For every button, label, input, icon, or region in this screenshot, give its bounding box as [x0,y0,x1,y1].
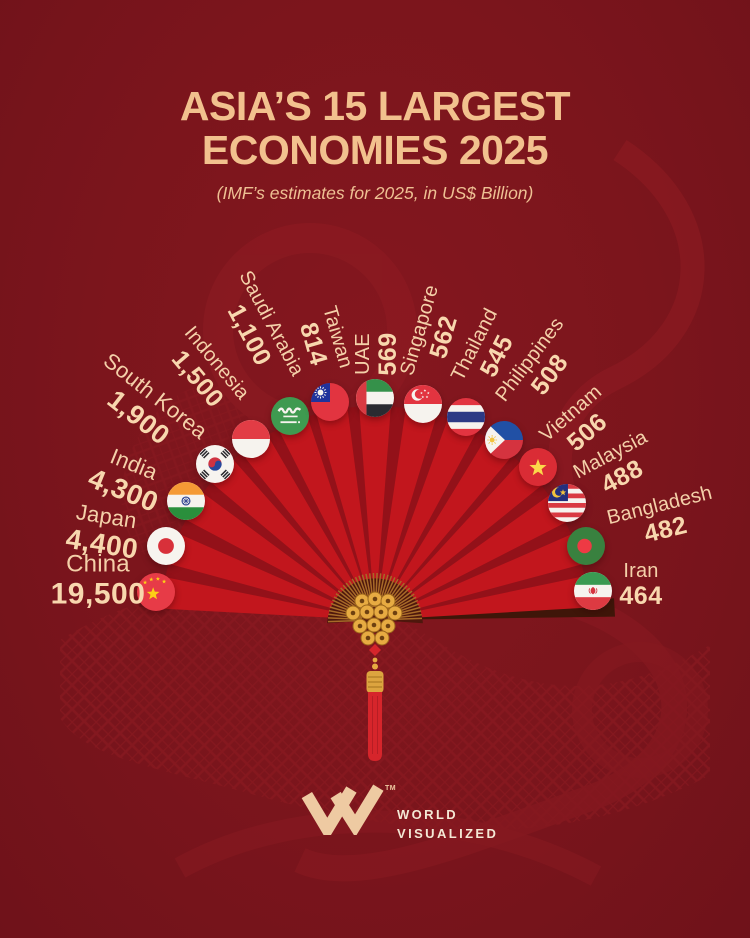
country-name: China [66,550,130,578]
world-visualized-logo-icon [301,784,384,835]
country-label-uae: UAE 569 [352,332,402,375]
footer-brand: TM WORLD VISUALIZED [299,779,539,841]
title-line1: ASIA’S 15 LARGEST [179,83,571,129]
country-name: Iran [623,560,659,582]
country-value: 19,500 [50,577,146,611]
poster-subtitle: (IMF’s estimates for 2025, in US$ Billio… [216,183,534,203]
country-name: UAE [352,333,374,375]
country-label-bangladesh: Bangladesh 482 [605,482,721,556]
title-line2: ECONOMIES 2025 [201,127,549,173]
brand-text: WORLD VISUALIZED [397,807,498,841]
brand-line2: VISUALIZED [397,826,499,841]
country-value: 464 [619,582,663,610]
poster-title: ASIA’S 15 LARGEST ECONOMIES 2025 [0,84,750,172]
trademark-label: TM [385,785,397,792]
header: ASIA’S 15 LARGEST ECONOMIES 2025 (IMF’s … [0,84,750,204]
country-label-iran: Iran 464 [619,561,662,609]
brand-line1: WORLD [397,807,459,822]
